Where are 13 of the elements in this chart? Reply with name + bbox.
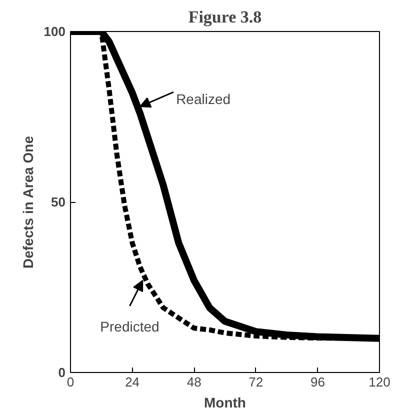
x-tick-label: 24 — [125, 374, 140, 390]
annotation: Predicted — [100, 318, 160, 334]
x-tick-label: 72 — [248, 374, 264, 390]
x-tick-label: 96 — [310, 374, 325, 390]
y-tick-label: 100 — [44, 24, 66, 39]
y-axis-title: Defects in Area One — [20, 136, 36, 269]
chart-title: Figure 3.8 — [188, 8, 262, 26]
y-tick-label: 50 — [51, 194, 66, 210]
x-tick-label: 48 — [186, 374, 202, 390]
annotation: Realized — [176, 90, 231, 107]
y-tick-label: 0 — [58, 365, 66, 380]
x-axis-title: Month — [204, 394, 246, 410]
x-tick-label: 120 — [368, 374, 390, 390]
